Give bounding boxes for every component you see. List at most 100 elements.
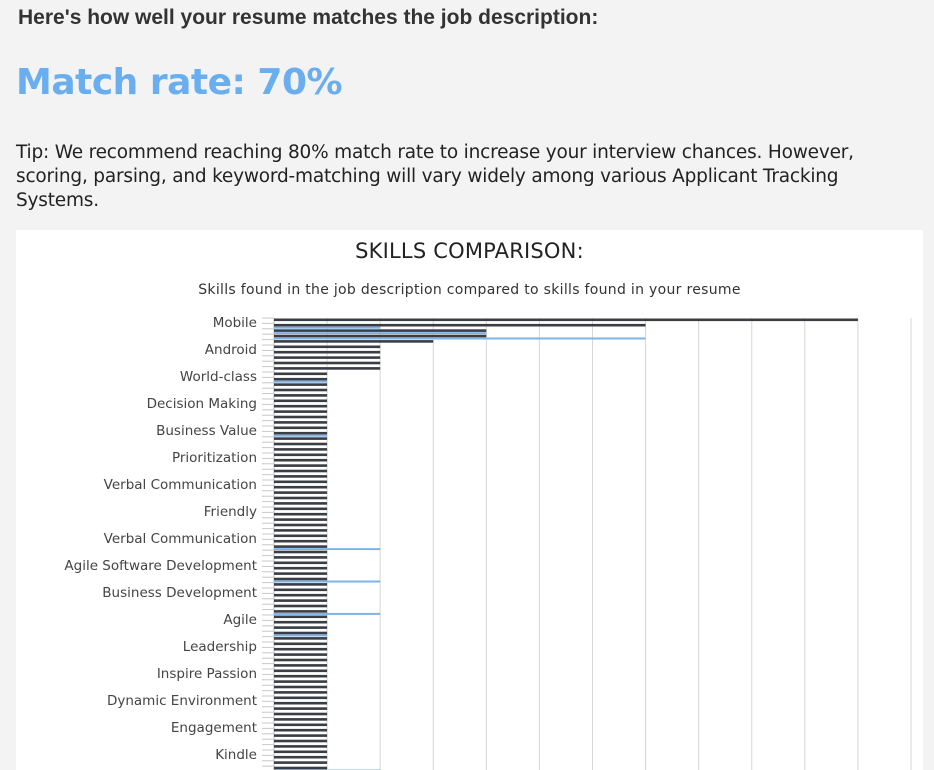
job-skill-bar <box>274 745 327 748</box>
job-skill-bar <box>274 702 327 705</box>
skill-label: Agile Software Development <box>64 558 257 574</box>
job-skill-bar <box>274 572 327 575</box>
job-skill-bar <box>274 605 327 608</box>
job-skill-bar <box>274 751 327 754</box>
resume-skill-bar <box>274 338 646 340</box>
job-skill-bar <box>274 362 380 365</box>
job-skill-bar <box>274 670 327 673</box>
job-skill-bar <box>274 599 327 602</box>
job-skill-bar <box>274 378 327 381</box>
job-skill-bar <box>274 556 327 559</box>
job-skill-bar <box>274 319 858 322</box>
job-skill-bar <box>274 443 327 446</box>
skills-comparison-card: SKILLS COMPARISON: Skills found in the j… <box>16 230 923 770</box>
job-skill-bar <box>274 551 327 554</box>
resume-skill-bar <box>274 613 380 615</box>
job-skill-bar <box>274 491 327 494</box>
job-skill-bar <box>274 524 327 527</box>
skill-label: Business Value <box>156 423 257 439</box>
job-skill-bar <box>274 405 327 408</box>
job-skill-bar <box>274 448 327 451</box>
resume-skill-bar <box>274 381 327 383</box>
job-skill-bar <box>274 664 327 667</box>
job-skill-bar <box>274 718 327 721</box>
job-skill-bar <box>274 518 327 521</box>
skill-label: Decision Making <box>147 396 257 412</box>
job-skill-bar <box>274 432 327 435</box>
job-skill-bar <box>274 589 327 592</box>
skill-label: Dynamic Environment <box>107 693 257 709</box>
job-skill-bar <box>274 481 327 484</box>
job-skill-bar <box>274 464 327 467</box>
skill-label: Leadership <box>183 639 257 655</box>
job-skill-bar <box>274 383 327 386</box>
skill-label: Business Development <box>102 585 257 601</box>
job-skill-bar <box>274 707 327 710</box>
skill-label: Verbal Communication <box>104 477 257 493</box>
skill-label: Agile <box>223 612 257 628</box>
job-skill-bar <box>274 421 327 424</box>
job-skill-bar <box>274 583 327 586</box>
job-skill-bar <box>274 400 327 403</box>
job-skill-bar <box>274 513 327 516</box>
skills-bar-chart: Mobile Android World-class Decision Making B… <box>16 230 923 770</box>
job-skill-bar <box>274 740 327 743</box>
job-skill-bar <box>274 653 327 656</box>
match-rate: Match rate: 70% <box>16 62 342 103</box>
job-skill-bar <box>274 508 327 511</box>
skill-label: Kindle <box>215 747 257 763</box>
skill-label: World-class <box>180 369 257 385</box>
job-skill-bar <box>274 324 646 327</box>
job-skill-bar <box>274 648 327 651</box>
job-skill-bar <box>274 756 327 759</box>
job-skill-bar <box>274 594 327 597</box>
job-skill-bar <box>274 697 327 700</box>
job-skill-bar <box>274 367 380 370</box>
skill-label: Engagement <box>171 720 257 736</box>
job-skill-bar <box>274 470 327 473</box>
job-skill-bar <box>274 329 486 332</box>
skill-label: Inspire Passion <box>157 666 257 682</box>
job-skill-bar <box>274 567 327 570</box>
skill-label: Friendly <box>204 504 257 520</box>
resume-skill-bar <box>274 332 486 334</box>
resume-skill-bar <box>274 548 380 550</box>
job-skill-bar <box>274 416 327 419</box>
job-skill-bar <box>274 437 327 440</box>
job-skill-bar <box>274 502 327 505</box>
job-skill-bar <box>274 427 327 430</box>
job-skill-bar <box>274 535 327 538</box>
job-skill-bar <box>274 724 327 727</box>
job-skill-bar <box>274 610 327 613</box>
job-skill-bar <box>274 475 327 478</box>
job-skill-bar <box>274 713 327 716</box>
resume-skill-bar <box>274 635 327 637</box>
skill-label: Android <box>205 342 257 358</box>
job-skill-bar <box>274 394 327 397</box>
resume-skill-bar <box>274 581 380 583</box>
job-skill-bar <box>274 675 327 678</box>
job-skill-bar <box>274 529 327 532</box>
job-skill-bar <box>274 351 380 354</box>
job-skill-bar <box>274 340 433 343</box>
job-skill-bar <box>274 680 327 683</box>
skill-label: Mobile <box>213 315 257 331</box>
job-skill-bar <box>274 545 327 548</box>
page-heading: Here's how well your resume matches the … <box>18 6 598 30</box>
job-skill-bar <box>274 578 327 581</box>
job-skill-bar <box>274 734 327 737</box>
job-skill-bar <box>274 691 327 694</box>
job-skill-bar <box>274 562 327 565</box>
resume-skill-bar <box>274 327 380 329</box>
skill-label: Prioritization <box>172 450 257 466</box>
job-skill-bar <box>274 335 486 338</box>
job-skill-bar <box>274 637 327 640</box>
job-skill-bar <box>274 729 327 732</box>
tip-text: Tip: We recommend reaching 80% match rat… <box>16 141 921 213</box>
job-skill-bar <box>274 659 327 662</box>
job-skill-bar <box>274 454 327 457</box>
job-skill-bar <box>274 686 327 689</box>
job-skill-bar <box>274 459 327 462</box>
resume-skill-bar <box>274 435 327 437</box>
job-skill-bar <box>274 389 327 392</box>
